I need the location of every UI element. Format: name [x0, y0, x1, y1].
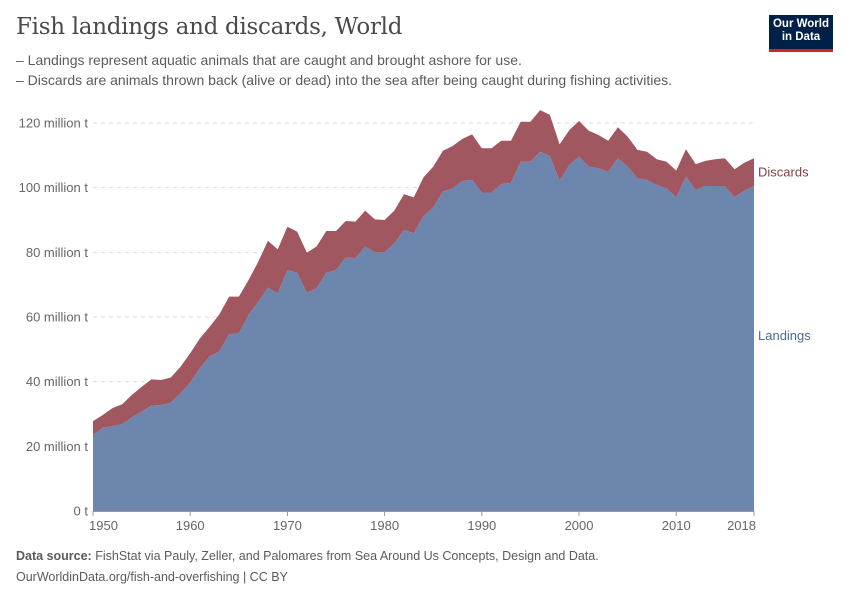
y-tick-label: 20 million t — [26, 439, 89, 454]
y-tick-label: 60 million t — [26, 310, 89, 325]
series-label-discards: Discards — [758, 165, 809, 180]
subtitle-discards: – Discards are animals thrown back (aliv… — [16, 72, 673, 88]
data-source: Data source: FishStat via Pauly, Zeller,… — [16, 549, 599, 563]
area-landings — [93, 151, 754, 511]
y-tick-label: 40 million t — [26, 374, 89, 389]
x-tick-label: 1970 — [273, 518, 302, 533]
y-tick-label: 0 t — [74, 504, 89, 519]
x-tick-label: 2018 — [727, 518, 756, 533]
x-tick-label: 1990 — [467, 518, 496, 533]
x-tick-label: 2010 — [662, 518, 691, 533]
y-tick-label: 80 million t — [26, 245, 89, 260]
x-tick-label: 1950 — [89, 518, 118, 533]
area-discards — [93, 110, 754, 436]
x-tick-label: 2000 — [565, 518, 594, 533]
y-tick-label: 100 million t — [19, 180, 89, 195]
series-label-landings: Landings — [758, 328, 811, 343]
chart-title: Fish landings and discards, World — [16, 14, 403, 40]
y-tick-label: 120 million t — [19, 116, 89, 131]
footer-link[interactable]: OurWorldinData.org/fish-and-overfishing … — [16, 570, 288, 584]
owid-logo[interactable]: Our World in Data — [769, 15, 833, 52]
subtitle-landings: – Landings represent aquatic animals tha… — [16, 52, 522, 68]
x-tick-label: 1960 — [176, 518, 205, 533]
x-tick-label: 1980 — [370, 518, 399, 533]
